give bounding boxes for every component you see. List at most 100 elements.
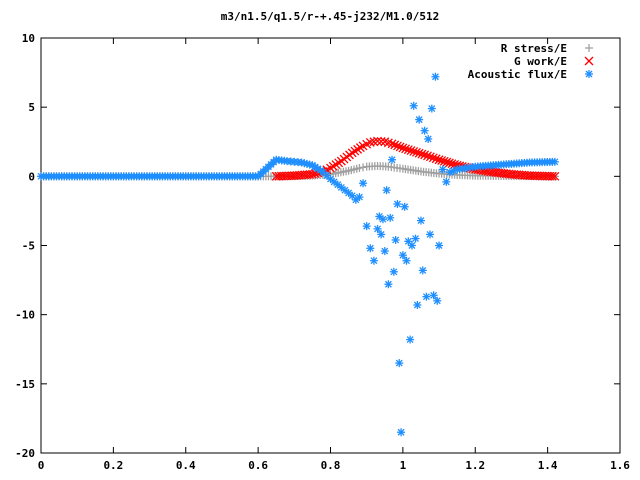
data-point	[378, 215, 387, 224]
y-tick-label: -20	[15, 447, 35, 460]
data-point	[433, 296, 442, 305]
data-point	[330, 177, 339, 186]
data-point	[365, 137, 375, 147]
series-1	[271, 136, 560, 181]
y-tick-label: 10	[22, 32, 35, 45]
data-point	[406, 335, 415, 344]
data-point	[547, 171, 557, 181]
data-point	[423, 151, 432, 161]
data-point	[437, 156, 447, 165]
data-point	[411, 234, 420, 243]
chart-title: m3/n1.5/q1.5/r-+.45-j232/M1.0/512	[221, 10, 440, 23]
data-point	[411, 147, 421, 157]
data-point	[392, 141, 402, 151]
data-point	[409, 146, 419, 156]
data-point	[398, 251, 407, 260]
y-tick-label: 0	[28, 170, 35, 183]
data-point	[431, 72, 440, 81]
data-point	[382, 186, 391, 195]
data-point	[393, 200, 402, 208]
data-point	[428, 153, 438, 163]
data-point	[388, 155, 397, 164]
y-tick-label: -10	[15, 309, 35, 322]
data-point	[369, 137, 379, 147]
data-point	[426, 230, 435, 239]
data-point	[391, 235, 400, 244]
legend-label: R stress/E	[501, 42, 567, 55]
data-point	[373, 224, 382, 233]
x-tick-label: 1	[400, 459, 407, 472]
data-point	[550, 157, 559, 166]
legend-marker	[584, 56, 594, 66]
data-point	[395, 359, 404, 368]
data-point	[403, 145, 413, 155]
data-point	[369, 256, 378, 265]
x-tick-label: 0.6	[248, 459, 268, 472]
data-point	[407, 241, 416, 250]
data-point	[319, 168, 328, 177]
data-point	[429, 291, 438, 300]
data-point	[377, 230, 386, 239]
data-point	[409, 101, 418, 110]
data-point	[389, 267, 398, 276]
data-point	[395, 142, 405, 152]
data-point	[413, 300, 422, 309]
data-point	[550, 171, 560, 181]
data-point	[366, 244, 375, 253]
data-point	[424, 134, 433, 143]
data-point	[425, 152, 435, 162]
data-point	[444, 158, 454, 168]
data-point	[415, 115, 424, 124]
data-point	[380, 247, 389, 256]
data-point	[401, 144, 411, 154]
x-tick-label: 0.8	[321, 459, 341, 472]
data-point	[386, 213, 395, 222]
data-marks	[37, 72, 560, 437]
data-point	[384, 280, 393, 289]
data-point	[355, 164, 364, 173]
data-point	[398, 143, 408, 153]
data-point	[355, 193, 364, 202]
data-point	[373, 136, 383, 146]
data-point	[420, 150, 430, 160]
data-point	[431, 154, 441, 164]
data-point	[359, 163, 368, 172]
data-point	[435, 241, 444, 250]
data-point	[390, 140, 400, 150]
x-tick-label: 0	[38, 459, 45, 472]
data-point	[362, 222, 371, 231]
tick-labels: 0 0.2 0.4 0.6 0.8 1 1.2 1.4 1.6 10 5 0 -5 -10 -15 -20	[15, 32, 630, 472]
x-tick-label: 0.4	[176, 459, 196, 472]
x-tick-label: 1.2	[465, 459, 485, 472]
data-point	[420, 126, 429, 135]
data-point	[439, 156, 449, 166]
data-point	[400, 202, 409, 211]
data-point	[359, 179, 368, 188]
data-point	[387, 139, 397, 149]
y-tick-label: -15	[15, 378, 35, 391]
legend-label: G work/E	[514, 55, 567, 68]
data-point	[397, 428, 406, 437]
y-tick-label: 5	[28, 101, 35, 114]
y-tick-label: -5	[22, 240, 35, 253]
data-point	[422, 292, 431, 301]
data-point	[434, 155, 444, 165]
data-point	[442, 177, 451, 186]
plot-frame	[40, 37, 621, 454]
axis-ticks	[40, 37, 621, 454]
data-point	[442, 157, 452, 167]
legend-label: Acoustic flux/E	[468, 68, 567, 81]
data-point	[427, 104, 436, 113]
legend-marker	[585, 70, 593, 78]
data-point	[376, 136, 386, 146]
x-tick-label: 1.4	[538, 459, 558, 472]
x-tick-label: 0.2	[103, 459, 123, 472]
x-tick-label: 1.6	[610, 459, 630, 472]
series-2	[37, 72, 559, 437]
data-point	[416, 216, 425, 225]
data-point	[402, 256, 411, 265]
data-point	[406, 146, 416, 156]
data-point	[418, 266, 427, 275]
